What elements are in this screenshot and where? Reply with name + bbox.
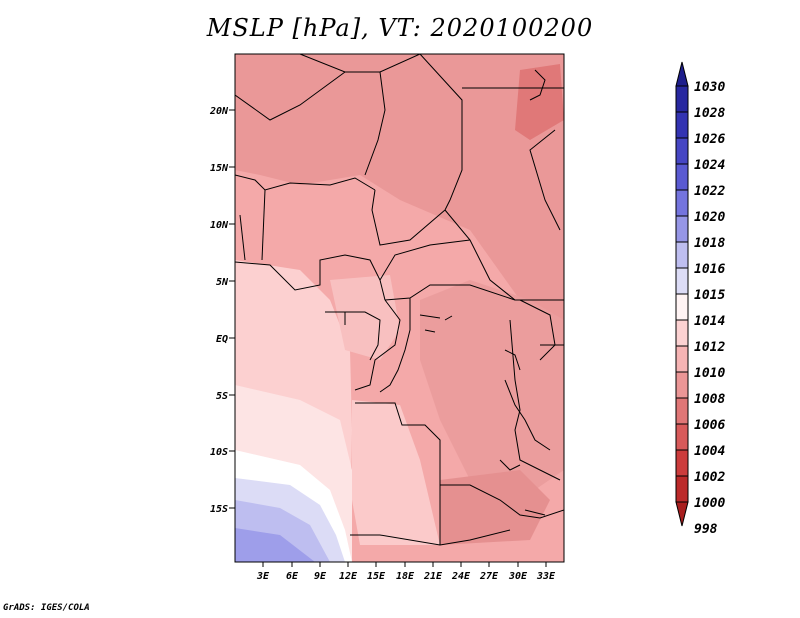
colorbar-segment — [675, 137, 689, 165]
x-tick-label: 12E — [339, 571, 358, 582]
colorbar-label: 1012 — [694, 340, 725, 355]
border-line — [504, 349, 521, 371]
y-tick-label: 5N — [216, 277, 229, 288]
y-tick-label: 15S — [210, 504, 228, 515]
x-tick-label: 9E — [314, 571, 327, 582]
x-tick-label: 18E — [396, 571, 415, 582]
colorbar-min-arrow — [675, 501, 689, 527]
colorbar-label: 1018 — [694, 236, 725, 251]
field-1008-north — [235, 54, 564, 330]
colorbar-label: 998 — [694, 522, 718, 537]
map-frame — [234, 53, 565, 563]
colorbar-segment — [675, 85, 689, 113]
colorbar-label: 1024 — [694, 158, 725, 173]
colorbar-segment — [675, 371, 689, 399]
colorbar-label: 1015 — [694, 288, 725, 303]
x-tick-label: 6E — [286, 571, 299, 582]
colorbar-segment — [675, 423, 689, 451]
y-axis-labels: 20N 15N 10N 5N EQ 5S 10S 15S — [209, 106, 229, 515]
y-tick-label: 20N — [209, 106, 229, 117]
colorbar-label: 1000 — [694, 496, 725, 511]
border-line — [509, 319, 561, 481]
border-line — [354, 299, 401, 391]
colorbar-label: 1030 — [694, 80, 725, 95]
x-tick-label: 21E — [423, 571, 443, 582]
colorbar-segment — [675, 111, 689, 139]
border-line — [379, 298, 411, 393]
colorbar-segment — [675, 241, 689, 269]
field-1008-east — [420, 280, 564, 500]
colorbar-label: 1006 — [694, 418, 725, 433]
field-1006-ne — [515, 64, 564, 140]
colorbar-label: 1020 — [694, 210, 725, 225]
field-1020 — [235, 528, 315, 562]
x-tick-label: 15E — [367, 571, 386, 582]
border-line — [350, 529, 511, 546]
y-tick-label: 5S — [216, 391, 228, 402]
colorbar-segment — [675, 475, 689, 503]
y-tick-label: 10N — [210, 220, 229, 231]
border-line — [440, 484, 564, 519]
border-line — [419, 54, 463, 211]
country-borders — [235, 54, 564, 546]
colorbar-segment — [675, 319, 689, 347]
x-ticks — [262, 562, 547, 567]
x-tick-label: 33E — [536, 571, 556, 582]
y-tick-label: 10S — [210, 447, 228, 458]
border-line — [379, 239, 471, 281]
border-line — [444, 209, 564, 301]
border-line — [235, 71, 346, 121]
border-line — [355, 402, 441, 485]
border-line — [371, 189, 446, 246]
border-line — [325, 311, 381, 361]
colorbar-label: 1014 — [694, 314, 725, 329]
colorbar-label: 1002 — [694, 470, 725, 485]
border-line — [379, 54, 421, 73]
colorbar-segment — [675, 345, 689, 373]
map-title: MSLP [hPa], VT: 2020100200 — [206, 14, 594, 42]
y-ticks — [229, 109, 235, 509]
border-line — [519, 299, 556, 361]
grads-credit: GrADS: IGES/COLA — [3, 603, 90, 613]
colorbar-segment — [675, 267, 689, 295]
border-line — [261, 189, 266, 261]
colorbar-label: 1026 — [694, 132, 725, 147]
border-line — [384, 284, 516, 301]
colorbar-segment — [675, 293, 689, 321]
y-tick-label: EQ — [216, 334, 228, 345]
colorbar-segment — [675, 397, 689, 425]
pressure-field — [235, 54, 564, 562]
border-line — [239, 214, 246, 261]
border-line — [504, 379, 551, 451]
colorbar: 1030 1028 1026 1024 1022 1020 1018 1016 1015 1014… — [675, 61, 725, 537]
colorbar-label: 1010 — [694, 366, 725, 381]
border-line — [419, 314, 453, 333]
x-tick-label: 30E — [508, 571, 528, 582]
border-line — [235, 174, 376, 191]
field-1012-south — [352, 400, 440, 545]
x-tick-label: 27E — [479, 571, 499, 582]
border-line — [529, 129, 561, 231]
x-tick-label: 3E — [256, 571, 270, 582]
border-line — [524, 509, 546, 516]
border-line — [529, 69, 546, 101]
border-line — [235, 254, 386, 301]
colorbar-label: 1004 — [694, 444, 725, 459]
colorbar-segment — [675, 189, 689, 217]
colorbar-segment — [675, 163, 689, 191]
field-1008-south — [440, 470, 550, 545]
border-line — [499, 459, 521, 471]
colorbar-label: 1016 — [694, 262, 725, 277]
x-axis-labels: 3E 6E 9E 12E 15E 18E 21E 24E 27E 30E 33E — [256, 571, 556, 582]
field-1012-central — [330, 275, 400, 360]
colorbar-label: 1008 — [694, 392, 725, 407]
colorbar-label: 1022 — [694, 184, 725, 199]
colorbar-segment — [675, 449, 689, 477]
colorbar-segment — [675, 215, 689, 243]
x-tick-label: 24E — [451, 571, 471, 582]
colorbar-max-arrow — [675, 61, 689, 87]
y-tick-label: 15N — [210, 163, 229, 174]
colorbar-label: 1028 — [694, 106, 725, 121]
